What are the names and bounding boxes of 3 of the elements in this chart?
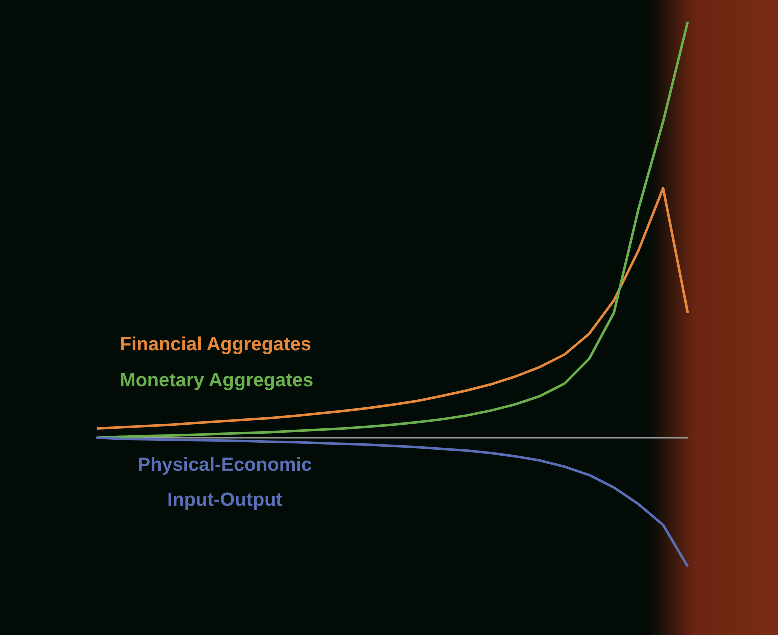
text: Financial Aggregates	[120, 334, 312, 356]
series-label: Physical-Economic Input-Output	[138, 455, 313, 511]
text: Monetary Aggregates	[120, 370, 314, 392]
